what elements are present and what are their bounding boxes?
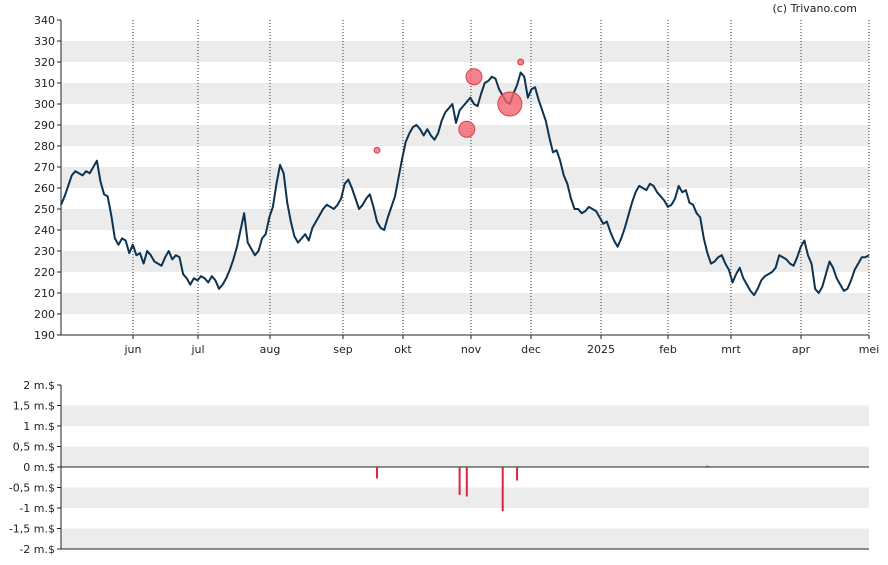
y-tick-label: 240 <box>34 224 55 237</box>
trade-marker <box>458 120 476 138</box>
y-tick-label: 200 <box>34 308 55 321</box>
y-tick-label: 220 <box>34 266 55 279</box>
volume-bar <box>706 465 709 467</box>
volume-bar <box>458 467 461 495</box>
grid-band <box>61 446 869 467</box>
y-tick-label: -1 m.$ <box>19 502 55 515</box>
y-tick-label: -0,5 m.$ <box>9 482 55 495</box>
x-tick-label: jul <box>190 343 204 356</box>
x-tick-label: mei <box>859 343 880 356</box>
x-tick-label: dec <box>521 343 541 356</box>
grid-band <box>61 487 869 508</box>
price-chart-panel: 190 200 210 220 230 240 250 260 270 280 290 300 310 3… <box>34 14 879 356</box>
y-tick-label: 320 <box>34 56 55 69</box>
price-series-line <box>60 71 870 297</box>
y-tick-label: 270 <box>34 161 55 174</box>
grid-band <box>61 405 869 426</box>
y-tick-label: 1 m.$ <box>23 420 55 433</box>
y-tick-label: 280 <box>34 140 55 153</box>
x-tick-label: sep <box>333 343 352 356</box>
volume-chart-panel: 2 m.$ 1,5 m.$ 1 m.$ 0,5 m.$ 0 m.$ -0,5 m.$ -1 … <box>9 379 869 556</box>
credit-text: (c) Trivano.com <box>772 2 857 15</box>
x-tick-label: mrt <box>721 343 741 356</box>
x-tick-label: 2025 <box>587 343 615 356</box>
x-tick-label: okt <box>394 343 412 356</box>
y-tick-label: 300 <box>34 98 55 111</box>
volume-bar <box>516 467 519 481</box>
y-tick-label: -1,5 m.$ <box>9 523 55 536</box>
volume-bar <box>465 467 468 497</box>
grid-band <box>61 209 869 230</box>
x-tick-label: jun <box>124 343 142 356</box>
x-tick-label: aug <box>260 343 281 356</box>
y-tick-label: 210 <box>34 287 55 300</box>
x-tick-label: apr <box>792 343 811 356</box>
y-tick-label: 260 <box>34 182 55 195</box>
grid-band <box>61 167 869 188</box>
grid-band <box>61 293 869 314</box>
trade-marker <box>497 91 523 117</box>
grid-band <box>61 528 869 549</box>
grid-band <box>61 251 869 272</box>
y-tick-label: 310 <box>34 77 55 90</box>
x-tick-label: feb <box>659 343 677 356</box>
y-tick-label: 0,5 m.$ <box>13 441 55 454</box>
y-tick-label: 2 m.$ <box>23 379 55 392</box>
y-tick-label: 0 m.$ <box>23 461 55 474</box>
y-tick-label: 340 <box>34 14 55 27</box>
x-tick-label: nov <box>461 343 482 356</box>
y-tick-label: 1,5 m.$ <box>13 400 55 413</box>
trade-marker <box>373 146 381 154</box>
trade-marker <box>465 68 483 86</box>
y-tick-label: 290 <box>34 119 55 132</box>
y-tick-label: 190 <box>34 329 55 342</box>
y-tick-label: 230 <box>34 245 55 258</box>
y-tick-label: 250 <box>34 203 55 216</box>
y-tick-label: -2 m.$ <box>19 543 55 556</box>
volume-bar <box>501 467 504 512</box>
y-tick-label: 330 <box>34 35 55 48</box>
grid-band <box>61 83 869 104</box>
trade-marker <box>517 58 525 66</box>
volume-bar <box>376 467 379 479</box>
grid-band <box>61 41 869 62</box>
